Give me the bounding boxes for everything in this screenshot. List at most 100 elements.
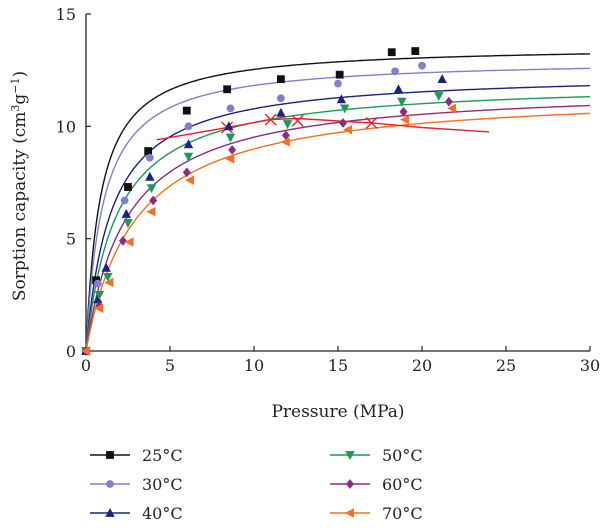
legend-item-2: 40°C	[90, 504, 183, 523]
data-point-2	[224, 121, 234, 131]
x-axis-ticks: 0 5 10 15 20 25 30	[81, 346, 600, 375]
data-point-5	[80, 346, 90, 356]
data-point-1	[120, 196, 129, 205]
data-point-5	[280, 137, 290, 147]
data-point-4	[444, 96, 453, 107]
fit-curve-4	[85, 104, 591, 352]
data-point-2	[101, 262, 111, 272]
data-point-5	[225, 154, 235, 164]
fit-curves	[85, 53, 591, 352]
data-point-0	[124, 183, 132, 191]
legend-item-0: 25°C	[90, 446, 183, 465]
data-point-4	[149, 195, 158, 206]
plot-area: 0 5 10 15 20 25 30 0 5 10 15	[56, 5, 600, 375]
data-point-1	[145, 153, 154, 162]
y-axis-label-sup-neg1: −1	[9, 78, 22, 94]
data-point-1	[93, 279, 102, 288]
data-point-5	[343, 125, 352, 135]
data-point-2	[437, 74, 447, 84]
legend-label: 60°C	[382, 475, 423, 494]
legend-item-5: 70°C	[330, 504, 423, 523]
data-point-3	[397, 97, 407, 107]
data-point-4	[339, 118, 348, 128]
legend-label: 50°C	[382, 446, 423, 465]
data-point-0	[387, 48, 396, 57]
data-point-0	[144, 147, 153, 155]
fit-curve-0	[85, 53, 590, 352]
data-point-3	[183, 152, 194, 162]
legend-marker	[106, 480, 114, 488]
data-point-4	[118, 236, 127, 246]
data-point-1	[334, 79, 342, 88]
x-tick-label: 10	[244, 356, 264, 375]
legend-label: 40°C	[142, 504, 183, 523]
x-tick-label: 30	[580, 356, 600, 375]
data-point-3	[123, 219, 133, 228]
data-point-5	[104, 277, 114, 288]
data-point-0	[411, 47, 420, 55]
data-point-5	[124, 237, 134, 247]
data-point-1	[226, 104, 235, 113]
data-point-1	[418, 61, 426, 70]
x-tick-label: 15	[328, 356, 348, 375]
legend-label: 70°C	[382, 504, 423, 523]
data-point-1	[184, 122, 193, 131]
data-point-1	[276, 94, 285, 103]
x-tick-label: 25	[496, 356, 516, 375]
legend-marker	[346, 479, 354, 489]
y-tick-label: 10	[56, 117, 76, 136]
data-point-5	[94, 303, 104, 314]
legend-marker	[105, 507, 115, 517]
y-axis-label-sup-3: 3	[9, 105, 22, 112]
data-point-0	[223, 85, 232, 94]
legend-marker	[345, 451, 355, 461]
legend-label: 30°C	[142, 475, 183, 494]
y-tick-label: 5	[66, 230, 76, 249]
y-tick-label: 15	[56, 5, 76, 24]
data-point-4	[182, 167, 191, 178]
y-tick-label: 0	[66, 342, 76, 361]
legend-item-1: 30°C	[90, 475, 183, 494]
legend-label: 25°C	[142, 446, 183, 465]
data-point-2	[276, 107, 286, 117]
legend-item-4: 60°C	[330, 475, 423, 494]
legend-marker	[344, 508, 354, 518]
data-point-3	[103, 272, 113, 282]
fit-curve-2	[85, 84, 590, 352]
legend-marker	[106, 451, 114, 459]
data-point-5	[447, 103, 457, 114]
data-point-0	[276, 75, 285, 84]
data-point-2	[145, 171, 155, 181]
red-cross-point	[365, 116, 378, 129]
y-axis-label-part: Sorption capacity (cm	[10, 112, 30, 302]
y-axis-label-close: )	[10, 71, 30, 78]
data-point-3	[434, 92, 444, 102]
fit-curve-5	[85, 112, 590, 352]
red-cross-point	[291, 114, 304, 127]
x-tick-label: 20	[412, 356, 432, 375]
y-axis-label-g: g	[10, 94, 30, 105]
data-point-5	[146, 207, 156, 217]
red-cross-point	[264, 113, 277, 126]
x-axis-label: Pressure (MPa)	[271, 402, 404, 422]
data-point-3	[282, 120, 293, 130]
data-point-2	[121, 208, 132, 218]
x-tick-label: 5	[165, 356, 175, 375]
data-point-2	[393, 84, 404, 94]
data-point-1	[391, 67, 400, 76]
data-point-0	[182, 106, 191, 115]
legend: 25°C 30°C 40°C 50°C 60°C 70°C	[90, 446, 423, 523]
data-point-3	[225, 133, 236, 143]
data-point-3	[146, 184, 157, 194]
data-point-3	[340, 104, 350, 114]
y-axis-ticks: 0 5 10 15	[56, 5, 91, 361]
legend-item-3: 50°C	[330, 446, 423, 465]
data-point-4	[399, 106, 408, 117]
data-point-4	[228, 145, 237, 155]
data-point-5	[400, 114, 410, 125]
x-tick-label: 0	[81, 356, 91, 375]
fit-curve-3	[85, 95, 590, 352]
data-markers	[80, 47, 457, 357]
y-axis-label: Sorption capacity (cm3g−1)	[9, 71, 30, 301]
